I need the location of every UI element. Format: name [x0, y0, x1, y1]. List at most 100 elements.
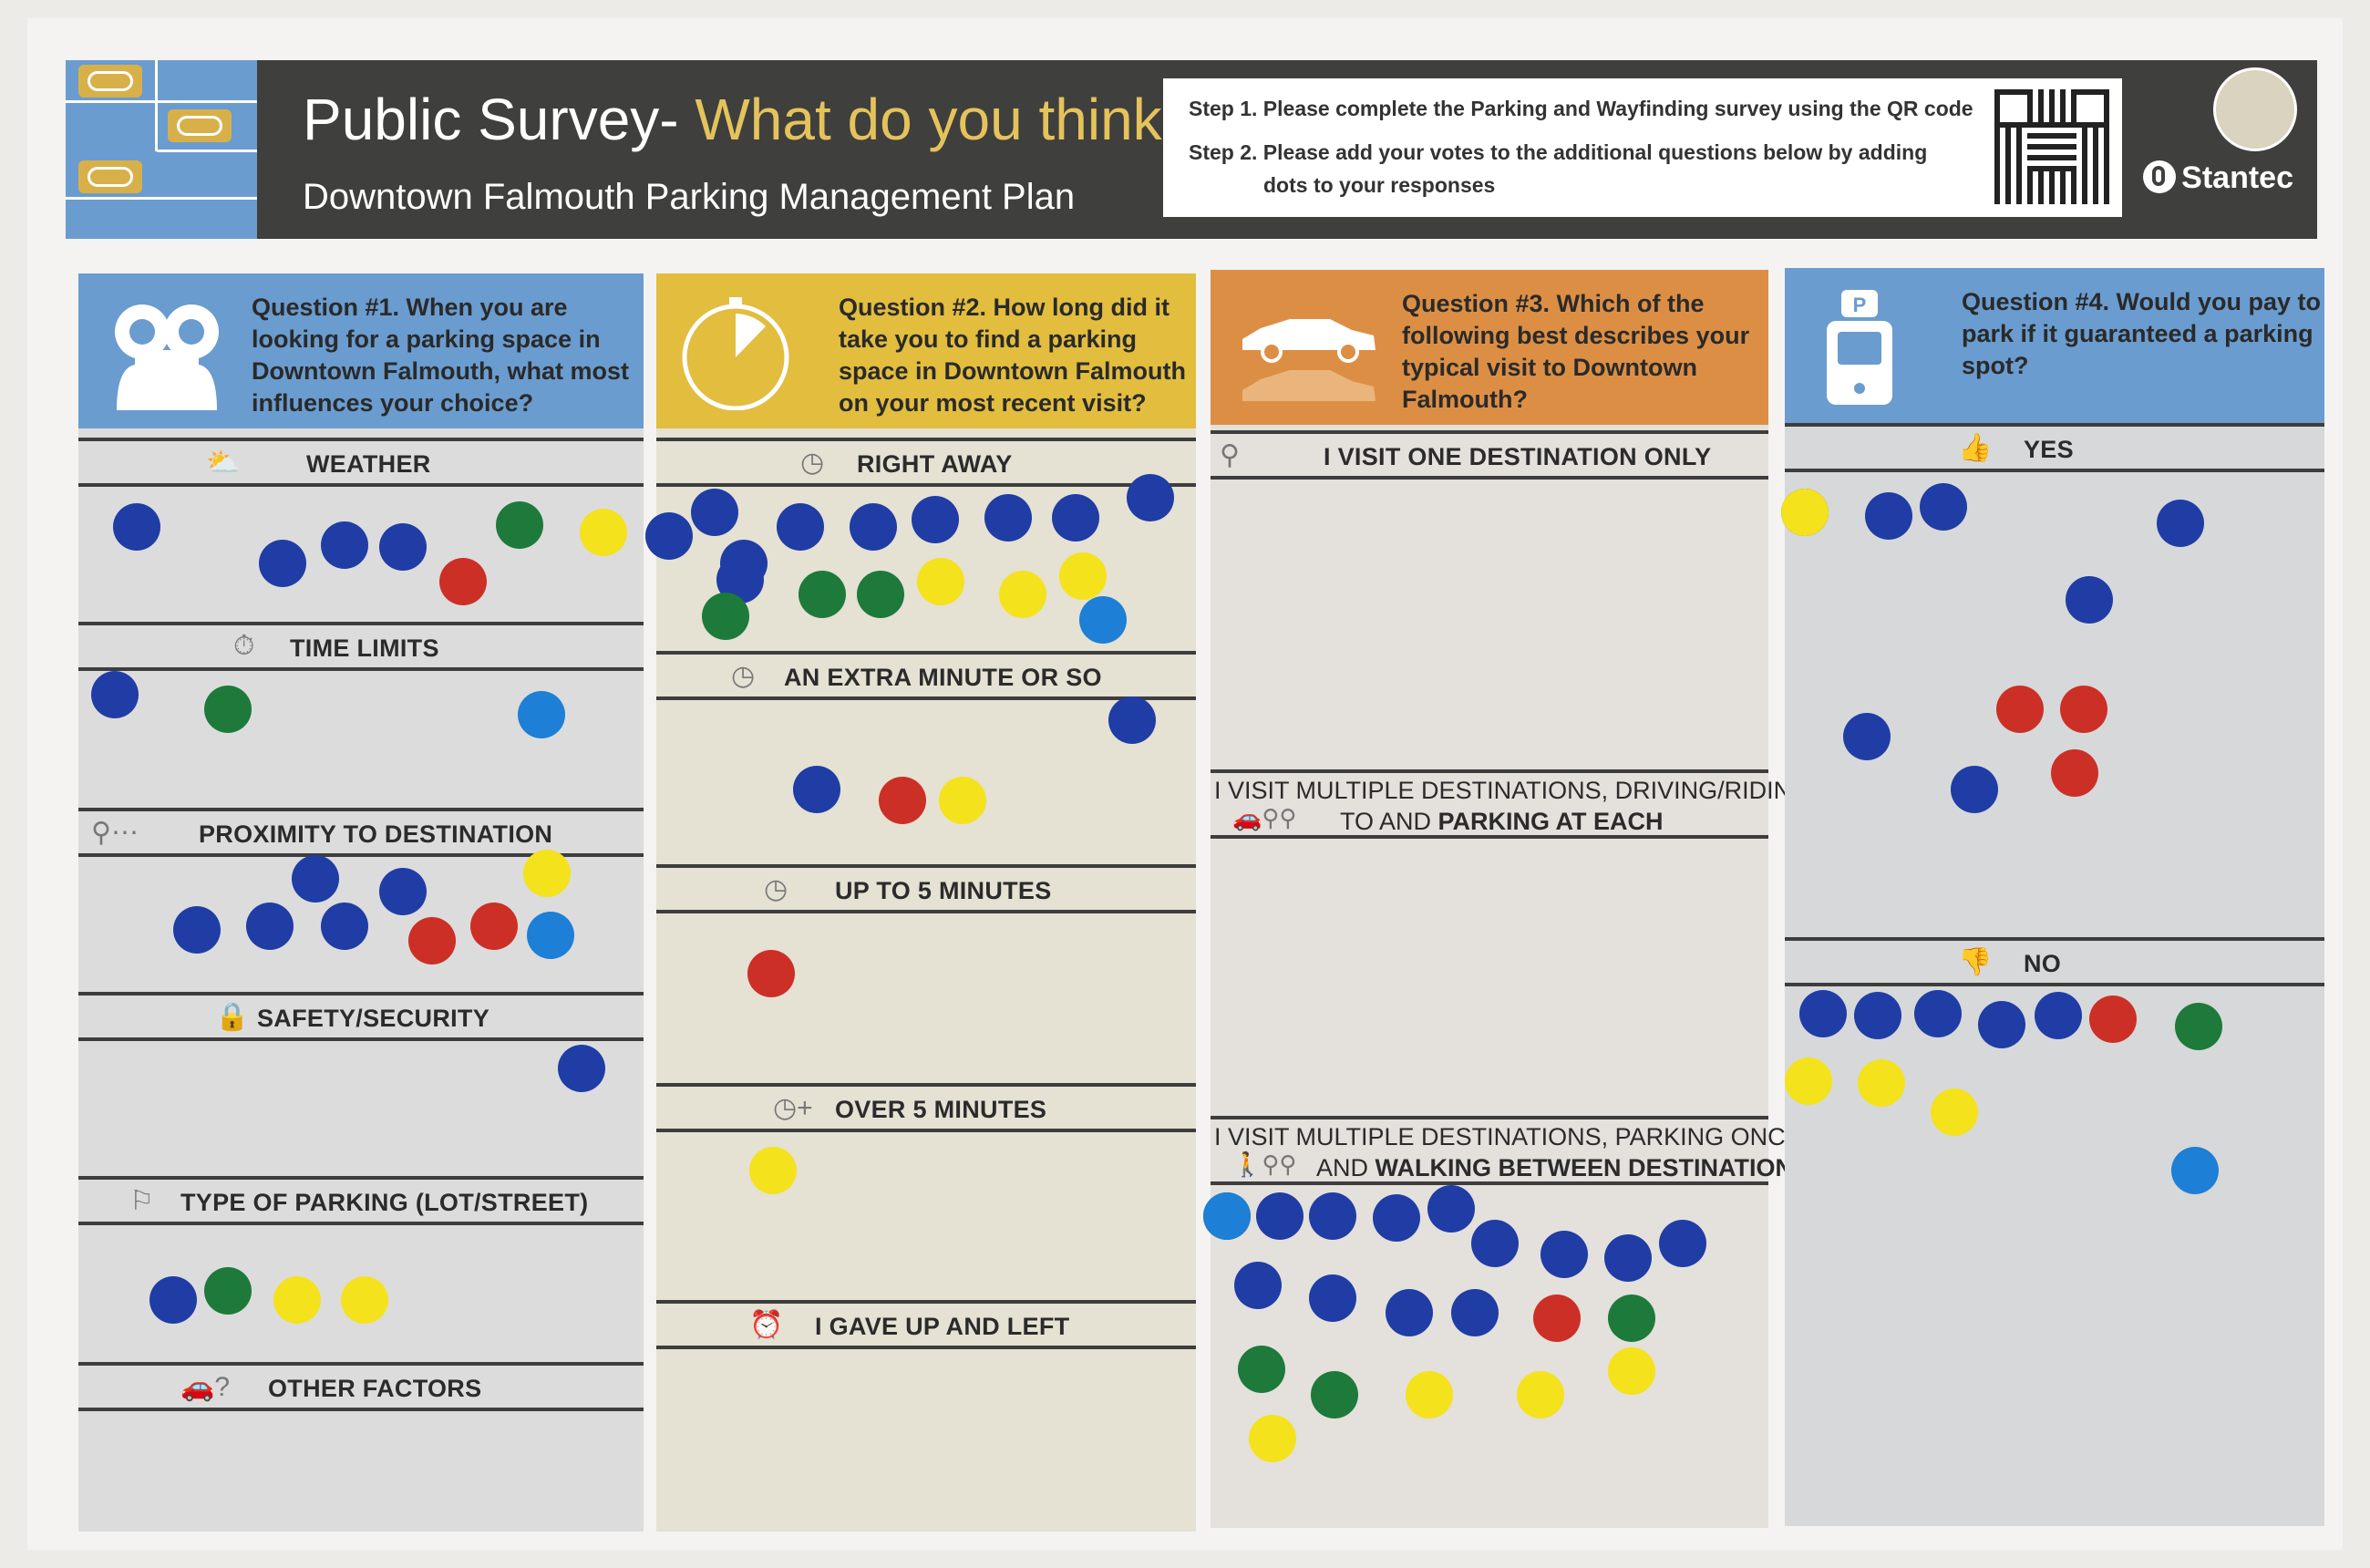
option-walking-between[interactable]: I VISIT MULTIPLE DESTINATIONS, PARKING O… — [1211, 1116, 1809, 1185]
vote-dot-blue — [1234, 1262, 1282, 1309]
option-over-5-minutes[interactable]: ◷+ OVER 5 MINUTES — [656, 1083, 1196, 1132]
option-no[interactable]: 👎 NO — [1785, 937, 2324, 986]
vote-dot-blue — [1386, 1289, 1433, 1336]
option-right-away[interactable]: ◷ RIGHT AWAY — [656, 438, 1196, 487]
vote-dot-blue — [1659, 1220, 1706, 1267]
car-question-icon: 🚗? — [180, 1372, 231, 1402]
option-label-line-2a: AND — [1316, 1154, 1376, 1181]
option-yes[interactable]: 👍 YES — [1785, 423, 2324, 472]
single-pin-map-icon: ⚲ — [1220, 440, 1240, 470]
option-weather[interactable]: ⛅ WEATHER — [78, 438, 644, 487]
page-subtitle: Downtown Falmouth Parking Management Pla… — [303, 177, 1076, 217]
option-label-line-2: AND WALKING BETWEEN DESTINATIONS — [1316, 1154, 1809, 1182]
vote-dot-yellow — [1858, 1059, 1905, 1107]
option-label: NO — [2024, 950, 2062, 977]
vote-dot-lightblue — [518, 691, 565, 738]
option-label: WEATHER — [306, 450, 431, 478]
qr-code-icon[interactable] — [1994, 89, 2109, 204]
vote-dot-yellow — [273, 1276, 321, 1324]
vote-dot-blue — [850, 503, 897, 551]
vote-dot-yellow — [580, 509, 627, 556]
step-2-line-2: dots to your responses — [1263, 173, 1496, 197]
vote-dot-blue — [793, 766, 840, 813]
vote-dot-blue — [1914, 990, 1962, 1037]
option-gave-up[interactable]: ⏰ I GAVE UP AND LEFT — [656, 1300, 1196, 1349]
header-banner: Public Survey- What do you think? Downto… — [66, 60, 2317, 239]
vote-dot-red — [1533, 1295, 1581, 1342]
vote-dot-yellow — [939, 777, 986, 824]
option-label-line-2a: TO AND — [1340, 808, 1438, 835]
vote-dot-red — [1996, 686, 2044, 733]
question-1-column: Question #1. When you are looking for a … — [78, 273, 644, 1532]
question-2-column: Question #2. How long did it take you to… — [656, 273, 1196, 1532]
vote-dot-green — [204, 1267, 252, 1315]
vote-dot-blue — [149, 1276, 197, 1324]
question-3-column: Question #3. Which of the following best… — [1211, 270, 1810, 1528]
option-label: OTHER FACTORS — [268, 1375, 482, 1402]
vote-dot-yellow — [1059, 552, 1107, 600]
option-other-factors[interactable]: 🚗? OTHER FACTORS — [78, 1362, 644, 1411]
question-3-text: Question #3. Which of the following best… — [1402, 290, 1750, 413]
option-label-line-2b: PARKING AT EACH — [1437, 808, 1664, 835]
thumbs-up-icon: 👍 — [1958, 433, 1993, 463]
vote-dot-blue — [292, 855, 339, 903]
stopwatch-icon: ⏱ — [233, 631, 255, 661]
vote-dot-green — [857, 571, 904, 618]
vote-dot-red — [2051, 749, 2098, 797]
option-label-line-2b: WALKING BETWEEN DESTINATIONS — [1375, 1154, 1810, 1181]
vote-dot-blue — [691, 489, 738, 536]
vote-dot-green — [1311, 1371, 1358, 1418]
step-1: Step 1. Please complete the Parking and … — [1189, 97, 1973, 120]
vote-dot-green — [1608, 1295, 1655, 1342]
vote-dot-blue — [1471, 1220, 1519, 1267]
question-4-responses: 👍 YES 👎 NO — [1785, 423, 2324, 1526]
vote-dot-red — [2060, 686, 2107, 733]
vote-dot-blue — [1309, 1274, 1356, 1322]
vote-dot-blue — [113, 503, 160, 551]
option-label: UP TO 5 MINUTES — [835, 877, 1052, 904]
vote-dot-green — [799, 571, 846, 618]
vote-dot-yellow — [1781, 489, 1829, 536]
vote-dot-red — [2089, 995, 2137, 1043]
option-type-of-parking[interactable]: ⚐ TYPE OF PARKING (LOT/STREET) — [78, 1176, 644, 1225]
vote-dot-green — [496, 501, 543, 549]
vote-dot-blue — [1052, 494, 1099, 542]
vote-dot-lightblue — [2171, 1147, 2219, 1194]
question-3-responses: ⚲ I VISIT ONE DESTINATION ONLY I VISIT M… — [1211, 425, 1810, 1528]
question-2-text: Question #2. How long did it take you to… — [839, 294, 1187, 417]
vote-dot-red — [470, 903, 518, 950]
option-extra-minute[interactable]: ◷ AN EXTRA MINUTE OR SO — [656, 651, 1196, 700]
vote-dot-blue — [984, 494, 1032, 542]
vote-dot-blue — [379, 868, 427, 915]
clock-icon: ◷ — [800, 448, 825, 478]
clock-icon: ◷ — [764, 874, 788, 904]
vote-dot-blue — [2157, 500, 2204, 547]
vote-dot-blue — [558, 1045, 605, 1092]
vote-dot-blue — [379, 523, 427, 571]
vote-dot-blue — [1951, 766, 1998, 813]
parking-meter-icon: P — [1827, 290, 1892, 405]
vote-dot-blue — [1373, 1194, 1420, 1242]
option-driving-to-each[interactable]: I VISIT MULTIPLE DESTINATIONS, DRIVING/R… — [1211, 769, 1810, 839]
vote-dot-blue — [777, 503, 824, 551]
option-proximity[interactable]: ⚲⋯ PROXIMITY TO DESTINATION — [78, 808, 644, 857]
question-4-text: Question #4. Would you pay to park if it… — [1962, 288, 2322, 379]
vote-dot-blue — [1108, 696, 1156, 744]
option-safety[interactable]: 🔒 SAFETY/SECURITY — [78, 992, 644, 1041]
vote-dot-yellow — [1785, 1057, 1832, 1105]
vote-dot-red — [408, 917, 456, 965]
vote-dot-blue — [1843, 713, 1891, 760]
question-4-header: P Question #4. Would you pay to park if … — [1785, 268, 2324, 423]
binoculars-icon — [115, 304, 219, 410]
option-time-limits[interactable]: ⏱ TIME LIMITS — [78, 622, 644, 671]
vote-dot-yellow — [1517, 1371, 1564, 1418]
vote-dot-green — [1238, 1346, 1285, 1393]
title-main: Public Survey- — [303, 87, 679, 152]
vote-dot-yellow — [1931, 1088, 1978, 1136]
vote-dot-lightblue — [527, 912, 574, 959]
vote-dot-blue — [1920, 483, 1967, 531]
option-one-destination[interactable]: ⚲ I VISIT ONE DESTINATION ONLY — [1211, 430, 1768, 480]
option-up-to-5-minutes[interactable]: ◷ UP TO 5 MINUTES — [656, 864, 1196, 913]
option-label-line-2: TO AND PARKING AT EACH — [1340, 808, 1664, 836]
vote-dot-blue — [1604, 1234, 1652, 1282]
